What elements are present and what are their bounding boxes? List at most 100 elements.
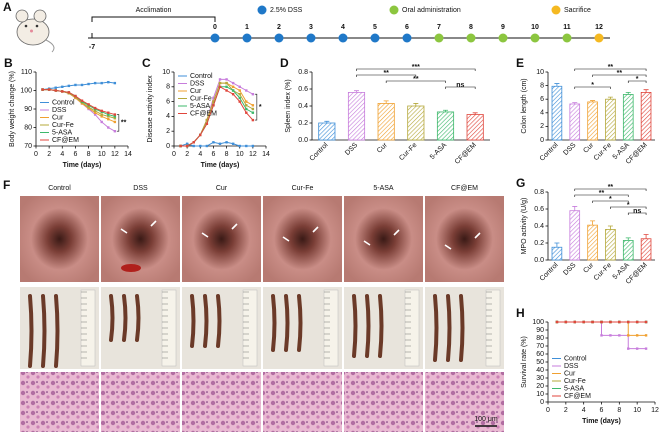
y-tick-label: 110 — [21, 69, 32, 76]
x-tick-label: DSS — [562, 262, 577, 277]
bar — [640, 238, 652, 261]
colon-tissue — [190, 294, 196, 348]
day-label: 12 — [595, 24, 603, 31]
endoscopy-image — [20, 196, 99, 282]
histology-image — [20, 372, 99, 432]
marker — [225, 85, 228, 88]
bar — [587, 224, 598, 261]
colon-tissue — [109, 294, 115, 342]
marker — [192, 144, 195, 148]
endoscopy-image — [344, 196, 423, 282]
lesion-arrows — [444, 232, 481, 250]
day-dot — [242, 33, 252, 43]
panel-label: H — [516, 306, 525, 320]
y-tick-label: 0.8 — [534, 189, 544, 196]
marker — [245, 144, 248, 148]
significance-bracket — [627, 212, 647, 215]
day-label: 7 — [437, 24, 441, 31]
legend-label: Control — [52, 99, 75, 106]
legend-label: 5-ASA — [52, 129, 73, 136]
colon-tissue — [203, 294, 209, 348]
significance-label: * — [591, 82, 594, 89]
legend-label: Cur-Fe — [52, 122, 74, 129]
significance-bracket — [627, 80, 647, 83]
x-tick-label: Cur — [582, 141, 595, 154]
histology-image — [263, 372, 342, 432]
marker — [61, 85, 64, 88]
marker — [627, 320, 630, 324]
marker — [251, 144, 255, 148]
marker — [231, 89, 235, 92]
legend-label: DSS — [190, 80, 205, 87]
marker — [74, 83, 77, 87]
lesion-arrows — [201, 223, 238, 238]
series-line — [42, 81, 115, 91]
x-tick-label: 2 — [564, 407, 568, 414]
bar — [466, 114, 484, 141]
colon-tissue — [271, 294, 277, 352]
timeline-start-label: -7 — [89, 44, 95, 51]
day-dot — [370, 33, 380, 43]
timeline-legend-dot — [389, 5, 399, 15]
significance-bracket — [574, 194, 629, 197]
y-tick-label: 6 — [540, 96, 544, 103]
colon-tissue — [352, 294, 358, 358]
y-axis-title: Colon length (cm) — [521, 78, 528, 133]
error-bar — [643, 89, 649, 93]
y-tick-label: 20 — [536, 383, 544, 390]
day-dot — [466, 33, 476, 43]
marker — [600, 334, 603, 337]
legend-label: DSS — [564, 363, 579, 370]
marker — [54, 89, 57, 92]
x-tick-label: 8 — [225, 151, 229, 158]
marker — [251, 111, 255, 114]
x-tick-label: 10 — [236, 151, 244, 158]
colon-tissue — [365, 294, 371, 358]
colon-tissue — [378, 294, 384, 358]
x-axis-title: Time (days) — [582, 418, 621, 425]
marker — [205, 122, 209, 125]
day-label: 4 — [341, 24, 345, 31]
y-tick-label: 4 — [166, 113, 170, 120]
marker — [93, 109, 97, 113]
marker — [199, 144, 202, 148]
significance-bracket — [574, 68, 647, 71]
marker — [555, 320, 559, 324]
marker — [87, 105, 90, 109]
day-label: 3 — [309, 24, 313, 31]
marker — [218, 142, 222, 145]
y-tick-label: 0 — [540, 399, 544, 406]
bar — [569, 103, 581, 141]
marker — [205, 144, 209, 148]
marker — [251, 93, 255, 96]
marker — [225, 141, 228, 144]
marker — [238, 96, 241, 100]
x-tick-label: 6 — [73, 151, 77, 158]
error-bar — [643, 234, 649, 239]
marker — [100, 81, 103, 85]
error-bar — [590, 100, 596, 102]
y-axis-title: Spleen index (%) — [285, 79, 292, 132]
marker — [113, 117, 117, 120]
day-label: 0 — [213, 24, 217, 31]
legend-label: Cur-Fe — [564, 378, 586, 385]
endoscopy-image — [263, 196, 342, 282]
significance-bracket — [592, 200, 629, 203]
y-tick-label: 0.6 — [298, 86, 308, 93]
marker — [80, 83, 84, 87]
y-tick-label: 0.4 — [534, 223, 544, 230]
error-bar — [572, 206, 578, 211]
marker — [600, 320, 603, 324]
error-bar — [554, 83, 560, 87]
x-tick-label: 2 — [185, 151, 189, 158]
significance-bracket — [445, 86, 476, 89]
significance-label: * — [636, 76, 639, 83]
significance-label: * — [627, 202, 630, 209]
day-label: 2 — [277, 24, 281, 31]
marker — [100, 115, 103, 118]
day-dot — [306, 33, 316, 43]
marker — [609, 334, 612, 337]
panel-label: E — [516, 56, 524, 70]
colon-tissue — [433, 294, 439, 362]
column-label: CF@EM — [451, 185, 478, 192]
